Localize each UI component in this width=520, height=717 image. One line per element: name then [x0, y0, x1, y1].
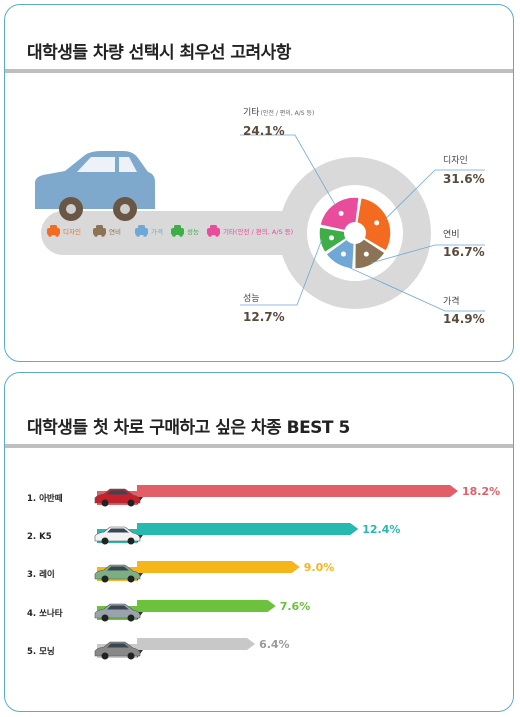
road-bar: [41, 211, 341, 255]
bar-category-label-2: 2. K5: [27, 532, 52, 542]
callout-label-price: 가격: [443, 295, 460, 307]
car-model-icon-3: [94, 564, 141, 583]
legend-car-icon-1: [47, 225, 60, 237]
callout-label-other: 기타: [243, 107, 260, 118]
pie-slice-2: [353, 231, 387, 270]
best5-title: 대학생들 첫 차로 구매하고 싶은 차종 BEST 5: [27, 418, 350, 438]
bar-4: [137, 600, 276, 612]
slice-marker-5: [338, 210, 344, 216]
bar-row-4: 4. 쏘나타 7.6%: [27, 600, 310, 622]
bar-1: [137, 485, 458, 497]
pie-callouts: 디자인 31.6% 연비 16.7% 가격 14.9% 성능 12.7% 기타 (안전 / 편의,…: [240, 107, 485, 326]
callout-value-design: 31.6%: [443, 172, 485, 186]
title-divider: [5, 69, 513, 73]
car-illustration-icon: [35, 151, 155, 221]
callout-line-fuel: [370, 244, 485, 264]
callout-line-performance: [240, 239, 323, 306]
bar-category-label-4: 4. 쏘나타: [27, 608, 63, 619]
bar-value-label-4: 7.6%: [280, 600, 311, 613]
car-model-icon-2: [94, 526, 141, 545]
legend-car-icon-3: [135, 225, 148, 237]
callout-value-other: 24.1%: [243, 124, 285, 138]
best5-panel: 대학생들 첫 차로 구매하고 싶은 차종 BEST 5 1. 아반떼 18.2% 2…: [4, 372, 514, 712]
donut-hole: [344, 222, 366, 244]
bar-value-label-2: 12.4%: [362, 523, 400, 536]
callout-value-fuel: 16.7%: [443, 245, 485, 259]
bar-3: [137, 561, 300, 573]
legend-label-2: 연비: [109, 227, 121, 236]
car-model-icon-4: [94, 603, 141, 622]
callout-label-design: 디자인: [443, 155, 468, 166]
callout-label-performance: 성능: [243, 293, 260, 304]
callout-value-price: 14.9%: [443, 312, 485, 326]
bar-category-label-5: 5. 모닝: [27, 646, 55, 657]
slice-marker-1: [374, 220, 380, 226]
slice-marker-3: [340, 251, 346, 257]
bar-value-label-1: 18.2%: [462, 485, 500, 498]
bar-category-label-3: 3. 레이: [27, 569, 55, 580]
legend-label-1: 디자인: [63, 227, 81, 236]
pie-slices: [318, 196, 392, 270]
callout-label-fuel: 연비: [443, 229, 460, 240]
bar-chart: 1. 아반떼 18.2% 2. K5 12.4% 3. 레이 9.0% 4. 쏘나타 7.6%…: [27, 485, 500, 660]
callout-detail-other: (안전 / 편의, A/S 등): [261, 109, 315, 117]
legend-label-4: 성능: [187, 227, 199, 236]
legend-label-5: 기타(안전 / 편의, A/S 등): [223, 227, 293, 236]
slice-marker-4: [328, 235, 334, 241]
bar-value-label-5: 6.4%: [259, 638, 290, 651]
bar-5: [137, 638, 256, 650]
donut-chart: 디자인 연비 가격 성능 기타(안전 / 편의, A/S 등) 디자인31.6%연비16…: [35, 107, 485, 326]
bar-row-1: 1. 아반떼 18.2%: [27, 485, 500, 507]
consideration-panel: 대학생들 차량 선택시 최우선 고려사항 디자인 연비 가격 성능 기타(안전 / 편의…: [4, 4, 514, 362]
bar-value-label-3: 9.0%: [304, 561, 335, 574]
bar-2: [137, 523, 359, 535]
bars: 1. 아반떼 18.2% 2. K5 12.4% 3. 레이 9.0% 4. 쏘나타 7.6%…: [27, 485, 500, 660]
legend-car-icon-2: [93, 225, 106, 237]
car-model-icon-1: [94, 488, 141, 507]
bar-row-3: 3. 레이 9.0%: [27, 561, 334, 583]
legend-label-3: 가격: [151, 227, 163, 236]
pie-legend: 디자인 연비 가격 성능 기타(안전 / 편의, A/S 등): [47, 225, 293, 237]
callout-line-other: [240, 134, 336, 206]
car-model-icon-5: [94, 641, 141, 660]
callout-line-price: [338, 262, 485, 312]
slice-marker-2: [363, 251, 369, 257]
bar-row-2: 2. K5 12.4%: [27, 523, 400, 545]
title-divider-2: [5, 444, 513, 448]
bar-row-5: 5. 모닝 6.4%: [27, 638, 290, 660]
legend-car-icon-4: [171, 225, 184, 237]
callout-value-performance: 12.7%: [243, 310, 285, 324]
legend-car-icon-5: [207, 225, 220, 237]
bar-category-label-1: 1. 아반떼: [27, 493, 63, 504]
callout-line-design: [385, 169, 485, 219]
consideration-title: 대학생들 차량 선택시 최우선 고려사항: [27, 43, 291, 63]
